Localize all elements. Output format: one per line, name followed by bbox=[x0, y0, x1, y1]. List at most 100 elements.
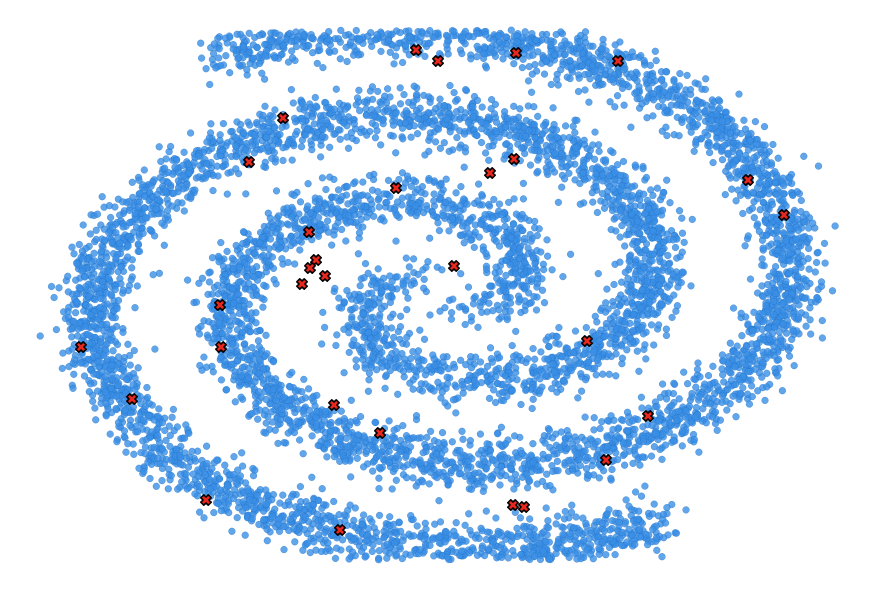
data-point bbox=[638, 286, 646, 294]
data-point bbox=[559, 272, 567, 281]
data-point bbox=[203, 138, 211, 146]
data-point bbox=[482, 535, 491, 544]
data-point bbox=[524, 77, 533, 85]
data-point bbox=[343, 286, 351, 295]
data-point bbox=[616, 315, 624, 324]
data-point bbox=[561, 122, 570, 130]
data-point bbox=[107, 329, 115, 337]
data-point bbox=[565, 133, 573, 142]
data-point bbox=[386, 513, 394, 521]
data-point bbox=[206, 485, 215, 493]
data-point bbox=[516, 105, 524, 113]
data-point bbox=[558, 183, 566, 191]
data-point bbox=[370, 112, 378, 120]
data-point bbox=[85, 339, 93, 347]
data-point bbox=[648, 257, 656, 265]
data-point bbox=[531, 134, 539, 142]
data-point bbox=[384, 107, 392, 116]
data-point bbox=[373, 356, 382, 365]
data-point bbox=[649, 191, 657, 200]
data-point bbox=[228, 254, 236, 263]
data-point bbox=[682, 506, 690, 514]
data-point bbox=[653, 546, 661, 554]
data-point bbox=[124, 340, 132, 348]
data-point bbox=[573, 341, 582, 349]
data-point bbox=[134, 364, 142, 372]
data-point bbox=[126, 361, 134, 369]
data-point bbox=[694, 359, 702, 367]
data-point bbox=[313, 510, 321, 518]
data-point bbox=[155, 269, 164, 277]
data-point bbox=[170, 189, 178, 197]
data-point bbox=[607, 333, 615, 342]
data-point bbox=[223, 482, 232, 490]
data-point bbox=[180, 148, 188, 156]
data-point bbox=[174, 184, 183, 192]
data-point bbox=[571, 176, 579, 184]
data-point bbox=[683, 71, 691, 80]
data-point bbox=[610, 280, 618, 289]
data-point bbox=[330, 497, 338, 506]
data-point bbox=[90, 249, 98, 257]
data-point bbox=[155, 196, 163, 204]
data-point bbox=[180, 207, 188, 215]
data-point bbox=[319, 125, 327, 134]
data-point bbox=[426, 98, 434, 106]
data-point bbox=[158, 219, 166, 227]
data-point bbox=[102, 412, 110, 420]
data-point bbox=[510, 102, 518, 110]
data-point bbox=[221, 34, 230, 42]
data-point bbox=[351, 504, 359, 512]
data-point bbox=[443, 553, 452, 561]
data-point bbox=[607, 147, 615, 155]
data-point bbox=[421, 52, 429, 61]
data-point bbox=[441, 538, 449, 546]
data-point bbox=[410, 532, 418, 540]
data-point bbox=[310, 538, 318, 546]
data-point bbox=[616, 206, 624, 214]
data-point bbox=[529, 440, 537, 448]
data-point bbox=[623, 346, 631, 354]
data-point bbox=[592, 371, 600, 379]
data-point bbox=[636, 292, 644, 301]
data-point bbox=[180, 172, 188, 180]
data-point bbox=[480, 551, 489, 560]
data-point bbox=[402, 107, 410, 115]
data-point bbox=[270, 148, 278, 157]
data-point bbox=[485, 156, 493, 164]
data-point bbox=[680, 368, 688, 376]
data-point bbox=[274, 439, 282, 448]
data-point bbox=[629, 302, 637, 311]
data-point bbox=[318, 485, 326, 493]
data-point bbox=[293, 127, 301, 136]
data-point bbox=[345, 555, 353, 563]
data-point bbox=[351, 304, 359, 312]
data-point bbox=[232, 317, 240, 325]
data-point bbox=[242, 190, 250, 198]
data-point bbox=[537, 348, 545, 356]
data-point bbox=[98, 277, 107, 286]
data-point bbox=[509, 547, 517, 555]
data-point bbox=[321, 528, 329, 537]
data-point bbox=[449, 295, 457, 303]
data-point bbox=[241, 531, 249, 539]
data-point bbox=[318, 132, 327, 140]
data-point bbox=[560, 377, 568, 385]
data-point bbox=[650, 500, 658, 508]
data-point bbox=[447, 315, 456, 323]
data-point bbox=[216, 486, 225, 494]
data-point bbox=[127, 235, 136, 244]
data-point bbox=[389, 132, 397, 140]
data-point bbox=[522, 386, 530, 395]
data-point bbox=[646, 298, 654, 306]
data-point bbox=[118, 365, 126, 374]
data-point bbox=[410, 279, 419, 288]
data-point bbox=[413, 90, 421, 99]
data-point bbox=[280, 545, 288, 554]
data-point bbox=[612, 372, 620, 380]
data-point bbox=[141, 443, 150, 451]
data-point bbox=[353, 342, 361, 350]
data-point bbox=[524, 355, 532, 363]
data-point bbox=[553, 388, 561, 396]
data-point bbox=[278, 123, 286, 132]
